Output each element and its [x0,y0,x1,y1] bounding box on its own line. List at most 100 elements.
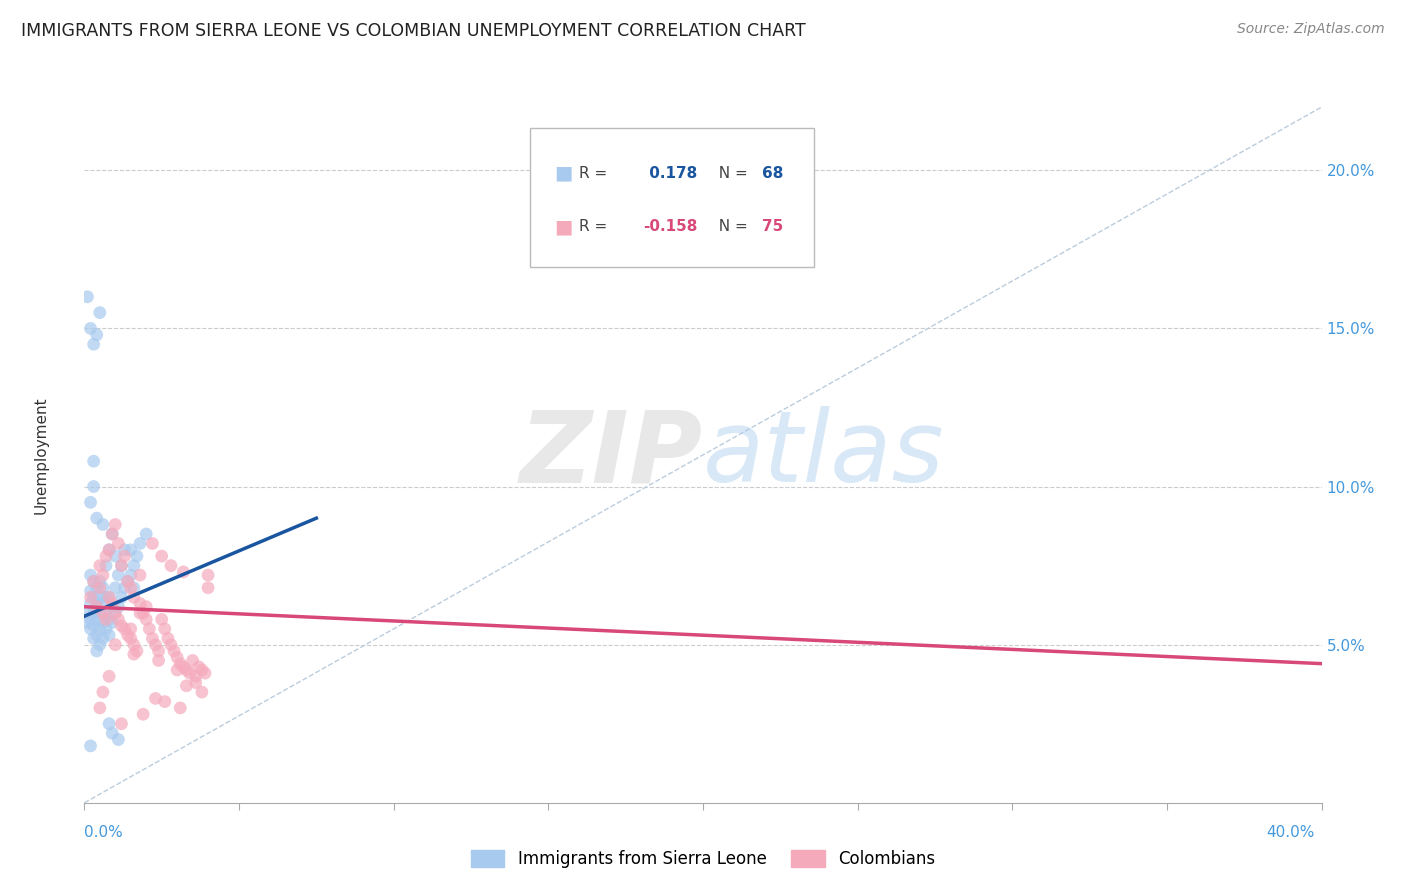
Point [156,632,179,646]
Point [122,558,145,573]
Point [91,632,114,646]
Point [145,638,167,652]
Point [187,660,209,674]
Point [191,685,214,699]
Point [179,666,201,681]
Point [184,675,207,690]
Point [89,622,111,636]
Point [166,650,188,665]
Text: R =: R = [579,166,613,181]
Point [176,679,198,693]
Point [86,628,108,642]
Point [132,707,155,722]
Text: 0.0%: 0.0% [84,825,124,840]
Point [79,597,101,611]
Point [129,568,152,582]
Point [120,581,142,595]
Point [86,511,108,525]
Point [153,695,176,709]
Text: ZIP: ZIP [520,407,703,503]
Point [125,644,148,658]
Point [86,612,108,626]
Point [104,549,127,563]
Point [83,574,105,589]
Point [89,638,111,652]
Point [176,663,198,677]
Point [94,606,117,620]
Point [160,558,183,573]
Point [135,527,157,541]
Point [98,542,121,557]
Point [104,517,127,532]
Point [114,581,136,595]
Point [122,581,145,595]
Point [114,542,136,557]
Point [129,536,152,550]
Point [132,606,155,620]
Point [107,568,129,582]
Point [91,606,114,620]
Point [91,685,114,699]
Point [86,327,108,342]
Point [107,599,129,614]
Point [172,565,194,579]
Text: 75: 75 [762,219,783,235]
Text: ■: ■ [554,218,572,236]
Point [166,663,188,677]
Point [79,583,101,598]
Point [117,574,139,589]
Point [98,542,121,557]
Point [104,638,127,652]
Point [89,305,111,319]
Point [110,558,132,573]
Point [89,591,111,605]
Point [83,479,105,493]
Point [83,591,105,605]
Point [101,599,124,614]
Legend: Immigrants from Sierra Leone, Colombians: Immigrants from Sierra Leone, Colombians [464,843,942,875]
Point [172,660,194,674]
Point [114,622,136,636]
Point [76,606,98,620]
Point [120,632,142,646]
Point [76,290,98,304]
Point [79,495,101,509]
Point [83,574,105,589]
Point [79,622,101,636]
Point [86,599,108,614]
Text: N =: N = [709,219,752,235]
Point [79,739,101,753]
Text: R =: R = [579,219,613,235]
Point [89,581,111,595]
Text: 68: 68 [762,166,783,181]
Point [184,669,207,683]
Point [98,628,121,642]
Point [98,612,121,626]
Point [125,549,148,563]
Point [110,558,132,573]
Text: -0.158: -0.158 [644,219,697,235]
Point [86,597,108,611]
Point [141,632,163,646]
Point [122,638,145,652]
Point [79,612,101,626]
Point [94,558,117,573]
Text: Source: ZipAtlas.com: Source: ZipAtlas.com [1237,22,1385,37]
Point [138,622,160,636]
Point [169,701,191,715]
Point [104,606,127,620]
Point [150,612,173,626]
Point [129,606,152,620]
FancyBboxPatch shape [530,128,814,267]
Point [89,574,111,589]
Point [94,612,117,626]
Point [101,726,124,740]
Point [89,606,111,620]
Point [120,622,142,636]
Point [76,615,98,630]
Point [79,568,101,582]
Point [117,574,139,589]
Point [83,606,105,620]
Point [114,549,136,563]
Point [89,558,111,573]
